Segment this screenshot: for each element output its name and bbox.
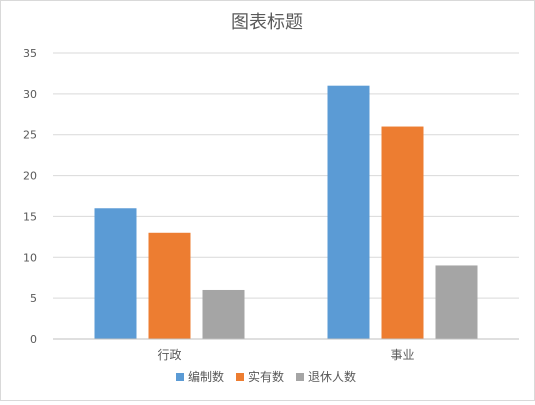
bar-0-1 — [327, 85, 370, 339]
y-axis-ticks: 0 5 10 15 20 25 30 35 — [23, 47, 37, 346]
bars — [94, 85, 478, 340]
legend-swatch — [176, 373, 184, 381]
bar-0-0 — [94, 208, 137, 339]
legend-swatch — [296, 373, 304, 381]
bar-1-0 — [148, 232, 191, 339]
bar-1-1 — [381, 126, 424, 340]
legend-label: 退休人数 — [308, 369, 356, 384]
chart-title: 图表标题 — [231, 12, 303, 33]
bar-2-0 — [202, 289, 245, 339]
category-label: 事业 — [390, 348, 414, 362]
legend: 编制数 实有数 退休人数 — [176, 369, 356, 384]
x-axis-categories: 行政 事业 — [157, 348, 414, 362]
y-tick-label: 35 — [23, 47, 37, 60]
legend-swatch — [236, 373, 244, 381]
y-tick-label: 0 — [30, 333, 37, 346]
y-tick-label: 25 — [23, 129, 37, 142]
y-tick-label: 15 — [23, 210, 37, 223]
y-tick-label: 10 — [23, 251, 37, 264]
category-label: 行政 — [157, 348, 181, 362]
y-tick-label: 30 — [23, 88, 37, 101]
y-tick-label: 20 — [23, 170, 37, 183]
bar-2-1 — [435, 265, 478, 339]
legend-label: 编制数 — [188, 369, 224, 384]
legend-label: 实有数 — [248, 369, 284, 384]
y-tick-label: 5 — [30, 292, 37, 305]
